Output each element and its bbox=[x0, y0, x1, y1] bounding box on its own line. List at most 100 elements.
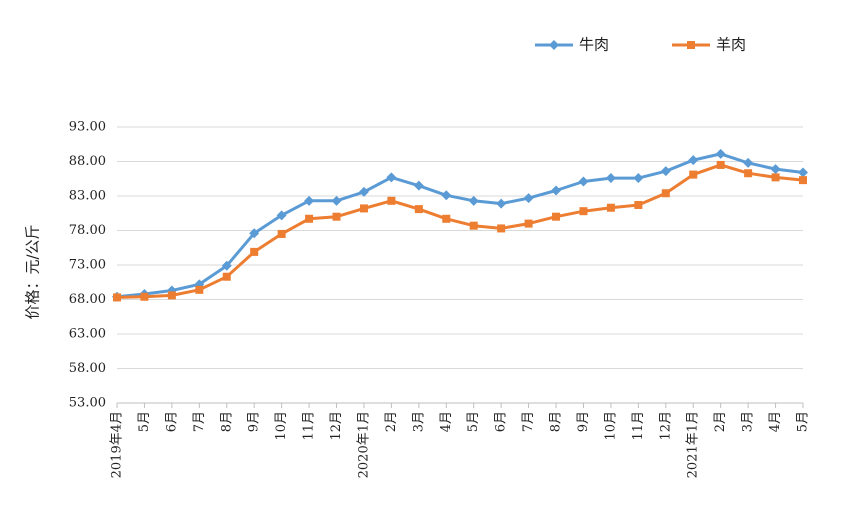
legend-label: 牛肉 bbox=[579, 36, 609, 54]
data-point bbox=[634, 200, 643, 209]
data-point bbox=[605, 173, 616, 184]
data-point bbox=[497, 224, 506, 233]
data-point bbox=[688, 155, 699, 166]
legend-marker bbox=[687, 41, 695, 49]
x-axis: 2019年4月 5月 6月 7月 8月 9月 10月 11月 12月 2020年1月 2月 3月 4月 5… bbox=[110, 403, 811, 478]
x-tick-label: 10月 bbox=[603, 411, 618, 441]
data-point bbox=[305, 214, 314, 223]
y-axis-title: 价格：元/公斤 bbox=[24, 224, 42, 319]
x-tick-label: 11月 bbox=[302, 411, 317, 441]
y-tick-label: 53.00 bbox=[69, 396, 106, 411]
data-point bbox=[222, 272, 231, 281]
data-point bbox=[744, 169, 753, 178]
data-point bbox=[468, 195, 479, 206]
x-tick-label: 9月 bbox=[247, 411, 262, 432]
data-point bbox=[770, 164, 781, 175]
data-point bbox=[387, 196, 396, 205]
legend-label: 羊肉 bbox=[716, 36, 746, 54]
series-2 bbox=[113, 160, 807, 302]
x-tick-label: 2020年1月 bbox=[356, 411, 371, 478]
data-point bbox=[551, 185, 562, 196]
x-tick-label: 6月 bbox=[494, 411, 509, 432]
series-line bbox=[116, 152, 804, 299]
y-tick-label: 83.00 bbox=[69, 189, 106, 204]
x-tick-label: 6月 bbox=[164, 411, 179, 432]
x-tick-label: 3月 bbox=[411, 411, 426, 432]
data-point bbox=[331, 195, 342, 206]
data-point bbox=[332, 212, 341, 221]
legend-item: 羊肉 bbox=[672, 36, 746, 54]
data-point bbox=[552, 212, 561, 221]
x-tick-label: 5月 bbox=[137, 411, 152, 432]
data-point bbox=[524, 219, 533, 228]
y-tick-label: 63.00 bbox=[69, 327, 106, 342]
data-point bbox=[579, 207, 588, 216]
data-point bbox=[277, 229, 286, 238]
x-tick-label: 12月 bbox=[658, 411, 673, 441]
data-point bbox=[633, 173, 644, 184]
legend: 牛肉 羊肉 bbox=[535, 36, 746, 54]
data-point bbox=[469, 221, 478, 230]
x-tick-label: 2月 bbox=[384, 411, 399, 432]
data-point bbox=[276, 210, 287, 221]
data-point bbox=[113, 293, 121, 302]
data-point bbox=[689, 170, 698, 179]
x-tick-label: 10月 bbox=[274, 411, 289, 441]
legend-item: 牛肉 bbox=[535, 36, 609, 54]
legend-marker bbox=[549, 40, 559, 50]
data-point bbox=[359, 204, 368, 213]
x-tick-label: 4月 bbox=[768, 411, 783, 432]
data-point bbox=[140, 292, 149, 301]
x-tick-label: 7月 bbox=[521, 411, 536, 432]
data-point bbox=[221, 260, 232, 271]
data-point bbox=[771, 173, 780, 182]
data-point bbox=[716, 160, 725, 169]
series-lines bbox=[112, 148, 808, 302]
data-point bbox=[798, 167, 808, 178]
data-point bbox=[358, 186, 369, 197]
data-point bbox=[441, 190, 452, 201]
x-tick-label: 5月 bbox=[466, 411, 481, 432]
data-point bbox=[304, 195, 315, 206]
y-tick-label: 88.00 bbox=[69, 154, 106, 169]
data-point bbox=[523, 193, 534, 204]
y-tick-label: 93.00 bbox=[69, 120, 106, 135]
data-point bbox=[799, 176, 807, 185]
data-point bbox=[606, 203, 615, 212]
x-tick-label: 8月 bbox=[219, 411, 234, 432]
data-point bbox=[715, 148, 726, 159]
x-tick-label: 3月 bbox=[741, 411, 756, 432]
y-tick-label: 78.00 bbox=[69, 223, 106, 238]
data-point bbox=[386, 172, 397, 183]
x-tick-label: 2021年1月 bbox=[686, 411, 701, 478]
y-tick-label: 68.00 bbox=[69, 292, 106, 307]
data-point bbox=[661, 189, 670, 198]
x-tick-label: 9月 bbox=[576, 411, 591, 432]
y-tick-label: 58.00 bbox=[69, 361, 106, 376]
data-point bbox=[743, 157, 754, 168]
data-point bbox=[414, 205, 423, 214]
x-tick-label: 5月 bbox=[796, 411, 811, 432]
x-tick-label: 2019年4月 bbox=[110, 411, 125, 478]
x-tick-label: 12月 bbox=[329, 411, 344, 441]
y-axis-ticks: 93.00 88.00 83.00 78.00 73.00 68.00 63.00 58.00… bbox=[69, 120, 106, 411]
x-tick-label: 4月 bbox=[439, 411, 454, 432]
data-point bbox=[413, 180, 424, 191]
y-tick-label: 73.00 bbox=[69, 258, 106, 273]
data-point bbox=[578, 176, 589, 187]
x-tick-label: 8月 bbox=[549, 411, 564, 432]
x-tick-label: 2月 bbox=[713, 411, 728, 432]
data-point bbox=[442, 214, 451, 223]
x-tick-label: 11月 bbox=[631, 411, 646, 441]
x-tick-label: 7月 bbox=[192, 411, 207, 432]
data-point bbox=[496, 198, 507, 209]
data-point bbox=[167, 291, 176, 300]
data-point bbox=[660, 166, 671, 177]
data-point bbox=[249, 228, 260, 239]
data-point bbox=[250, 247, 259, 256]
series-line bbox=[116, 163, 804, 299]
data-point bbox=[195, 285, 204, 294]
grid-lines bbox=[117, 126, 803, 404]
